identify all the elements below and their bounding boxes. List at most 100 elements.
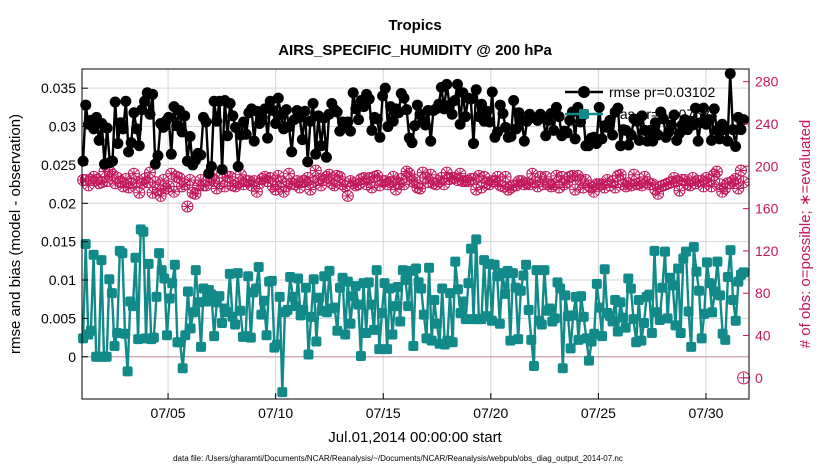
rmse-point — [267, 104, 279, 116]
bias-point — [500, 288, 511, 299]
rmse-series — [77, 68, 750, 179]
y2-tick-label: 0 — [755, 370, 763, 386]
rmse-point — [604, 114, 616, 126]
bias-point — [662, 313, 673, 324]
bias-point — [528, 361, 539, 371]
rmse-point — [409, 120, 421, 132]
rmse-point — [165, 148, 177, 160]
rmse-point — [508, 94, 520, 106]
rmse-point — [644, 124, 656, 136]
rmse-point — [497, 108, 509, 120]
rmse-point — [451, 78, 463, 90]
bias-point — [138, 226, 149, 237]
rmse-point — [374, 131, 386, 143]
rmse-point — [296, 134, 308, 146]
bias-point — [565, 343, 576, 354]
bias-point — [636, 335, 647, 346]
rmse-point — [387, 115, 399, 127]
bias-point — [526, 334, 537, 345]
rmse-point — [454, 118, 466, 130]
obs-count-point — [341, 189, 354, 202]
bias-point — [523, 304, 534, 315]
rmse-point — [366, 124, 378, 136]
rmse-point — [553, 111, 565, 123]
bias-point — [298, 304, 309, 315]
rmse-point — [730, 141, 742, 153]
rmse-point — [449, 94, 461, 106]
y-tick-label: 0 — [68, 349, 76, 365]
bias-point — [188, 307, 199, 318]
rmse-point — [411, 99, 423, 111]
bias-point — [308, 274, 319, 285]
bias-point — [597, 331, 608, 342]
bias-point — [576, 291, 587, 302]
bias-point — [450, 256, 461, 267]
bias-point — [720, 334, 731, 345]
legend-bias-marker — [579, 109, 589, 119]
rmse-point — [176, 126, 188, 138]
rmse-point — [320, 151, 332, 163]
x-tick-label: 07/10 — [258, 405, 293, 421]
rmse-point — [272, 92, 284, 104]
bias-point — [101, 351, 112, 362]
bias-point — [154, 248, 165, 259]
rmse-point — [120, 95, 132, 107]
rmse-point — [419, 119, 431, 131]
bias-point — [683, 306, 694, 317]
bias-series — [78, 224, 749, 398]
bias-point — [109, 341, 120, 352]
rmse-point — [657, 113, 669, 125]
bias-point — [245, 332, 256, 343]
obs-count-point — [309, 164, 322, 177]
rmse-point — [481, 105, 493, 117]
y-tick-label: 0.03 — [49, 119, 76, 135]
bias-point — [591, 278, 602, 289]
rmse-point — [101, 122, 113, 134]
bias-point — [620, 322, 631, 333]
bias-point — [104, 274, 115, 285]
rmse-point — [540, 130, 552, 142]
y2-tick-label: 240 — [755, 116, 779, 132]
rmse-point — [147, 88, 159, 100]
bias-point — [340, 329, 351, 340]
bias-point — [594, 302, 605, 313]
bias-point — [164, 293, 175, 304]
bias-point — [513, 334, 524, 345]
bias-point — [311, 336, 322, 347]
rmse-point — [505, 131, 517, 143]
y-axis-label: rmse and bias (model - observation) — [7, 114, 24, 354]
y-tick-label: 0.035 — [41, 80, 76, 96]
bias-point — [410, 263, 421, 274]
y-tick-label: 0.025 — [41, 157, 76, 173]
bias-point — [96, 255, 107, 266]
obs-count-point — [282, 167, 295, 180]
rmse-point — [494, 99, 506, 111]
bias-point — [544, 303, 555, 314]
rmse-point — [270, 117, 282, 129]
obs-count-point — [414, 182, 427, 195]
bias-point — [161, 330, 172, 341]
bias-point — [691, 266, 702, 277]
bias-point — [688, 242, 699, 253]
y2-tick-label: 120 — [755, 243, 779, 259]
bias-point — [143, 258, 154, 269]
bias-point — [715, 290, 726, 301]
bias-point — [400, 275, 411, 286]
bias-point — [177, 363, 188, 374]
bias-point — [639, 318, 650, 329]
bias-point — [353, 299, 364, 310]
bias-point — [190, 265, 201, 276]
rmse-point — [93, 134, 105, 146]
bias-point — [696, 333, 707, 344]
obs-count-point — [304, 183, 317, 196]
rmse-point — [227, 110, 239, 122]
legend-rmse-label: rmse pr=0.03102 — [609, 84, 715, 100]
rmse-point — [465, 93, 477, 105]
bias-point — [583, 355, 594, 366]
rmse-point — [510, 123, 522, 135]
obs-count-point — [499, 170, 512, 183]
bias-point — [277, 387, 288, 398]
rmse-point — [470, 84, 482, 96]
bias-point — [458, 296, 469, 307]
obs-count-point — [673, 184, 686, 197]
